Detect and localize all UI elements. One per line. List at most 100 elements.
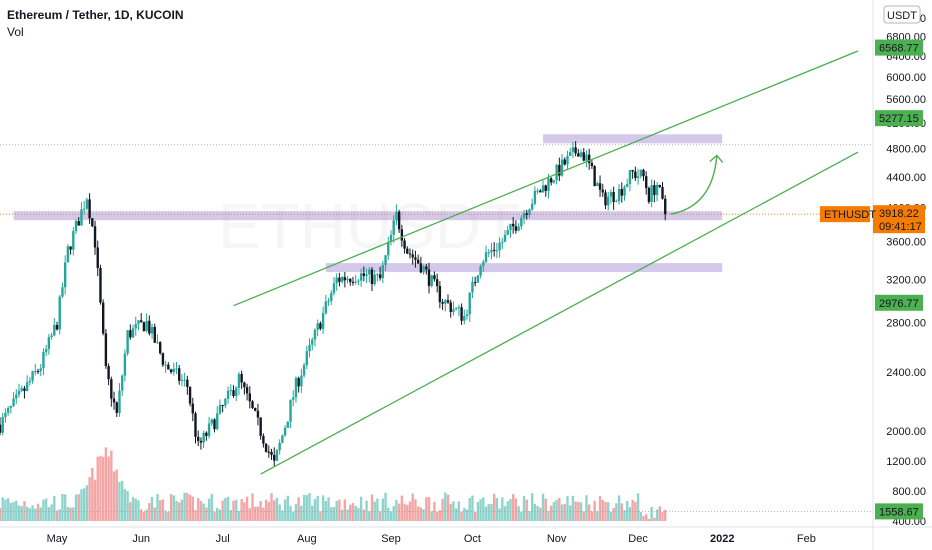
volume-bar [273,500,276,521]
volume-bar [161,499,165,521]
volume-bar [77,494,80,521]
volume-bar [647,519,651,521]
volume-bar [142,511,146,521]
volume-bar [370,494,374,521]
candle-body [270,451,273,455]
volume-bar [218,509,222,521]
candle-body [370,269,374,285]
volume-bar [604,501,607,521]
candle-body [69,246,72,250]
volume-bar [593,500,596,521]
candle-body [558,164,561,176]
candle-body [129,330,132,338]
candle-body [378,274,382,279]
candle-body [349,278,352,282]
volume-bar [571,495,575,521]
volume-indicator-label[interactable]: Vol [7,25,24,39]
candle-body [452,309,455,313]
volume-bar [340,509,344,521]
volume-bar [362,509,366,521]
price-tick-label: 5600.00 [886,94,926,106]
volume-bar [536,505,539,521]
volume-bar [292,511,295,521]
volume-bar [34,508,37,521]
volume-bar [330,507,333,521]
symbol-title[interactable]: Ethereum / Tether, 1D, KUCOIN [7,8,184,22]
candle-body [188,386,192,404]
candle-body [77,221,80,226]
candle-body [425,266,428,270]
candle-body [541,185,545,193]
volume-bar [188,494,192,521]
price-tick-label: 3200.00 [886,274,926,286]
candle-body [281,435,284,443]
candle-body [199,440,203,443]
volume-bar [74,494,78,521]
candle-body [430,275,433,286]
candle-body [653,185,656,196]
candle-body [368,269,371,275]
candle-body [473,282,477,284]
candle-body [389,234,393,243]
candle-body [566,155,569,165]
candle-body [145,320,148,332]
volume-bar [349,504,352,521]
candle-body [585,154,588,161]
volume-bar [406,504,409,521]
volume-bar [39,507,42,521]
candle-body [115,402,118,413]
drawings [233,50,859,475]
volume-bar [50,504,53,521]
volume-bar [525,499,528,521]
candle-body [93,226,97,248]
volume-bar [61,494,64,521]
volume-bar [376,498,379,521]
candle-body [63,262,67,288]
candle-body [482,261,485,267]
volume-bar [547,510,550,521]
volume-bar [319,511,322,521]
countdown-label: 09:41:17 [879,221,922,233]
volume-bar [134,498,137,521]
candle-body [1,417,4,433]
candle-body [194,413,197,437]
candle-body [501,241,504,243]
time-axis[interactable]: May Jun Jul Aug Sep Oct Nov Dec 2022 Feb [47,533,816,545]
candle-body [343,277,347,281]
badge-bottom-box [875,503,923,520]
volume-bar [120,480,124,521]
candle-body [218,404,222,414]
candle-body [175,368,178,370]
volume-bar [99,455,102,521]
candle-body [517,226,520,231]
price-tick-label: 6000.00 [886,72,926,84]
volume-bar [15,500,18,521]
candle-body [278,442,281,451]
candle-body [593,166,596,187]
volume-bar [224,498,227,521]
candle-body [384,255,387,266]
volume-bar [511,494,515,521]
volume-bar [441,498,444,521]
volume-bar [129,502,132,521]
volume-bar [316,495,319,521]
candle-body [286,421,290,428]
volume-bars [0,447,667,521]
candle-body [435,279,439,287]
candle-body [180,379,184,381]
candle-body [422,266,425,273]
candle-body [156,342,159,344]
volume-bar [446,494,450,521]
volume-bar [229,510,232,521]
candle-body [628,170,632,184]
candle-body [311,339,314,345]
candle-body [639,169,642,177]
candle-body [275,450,279,461]
candle-body [313,329,317,340]
zone-band [543,134,723,144]
candle-body [400,229,404,241]
candle-body [340,277,344,282]
candle-body [346,278,349,281]
